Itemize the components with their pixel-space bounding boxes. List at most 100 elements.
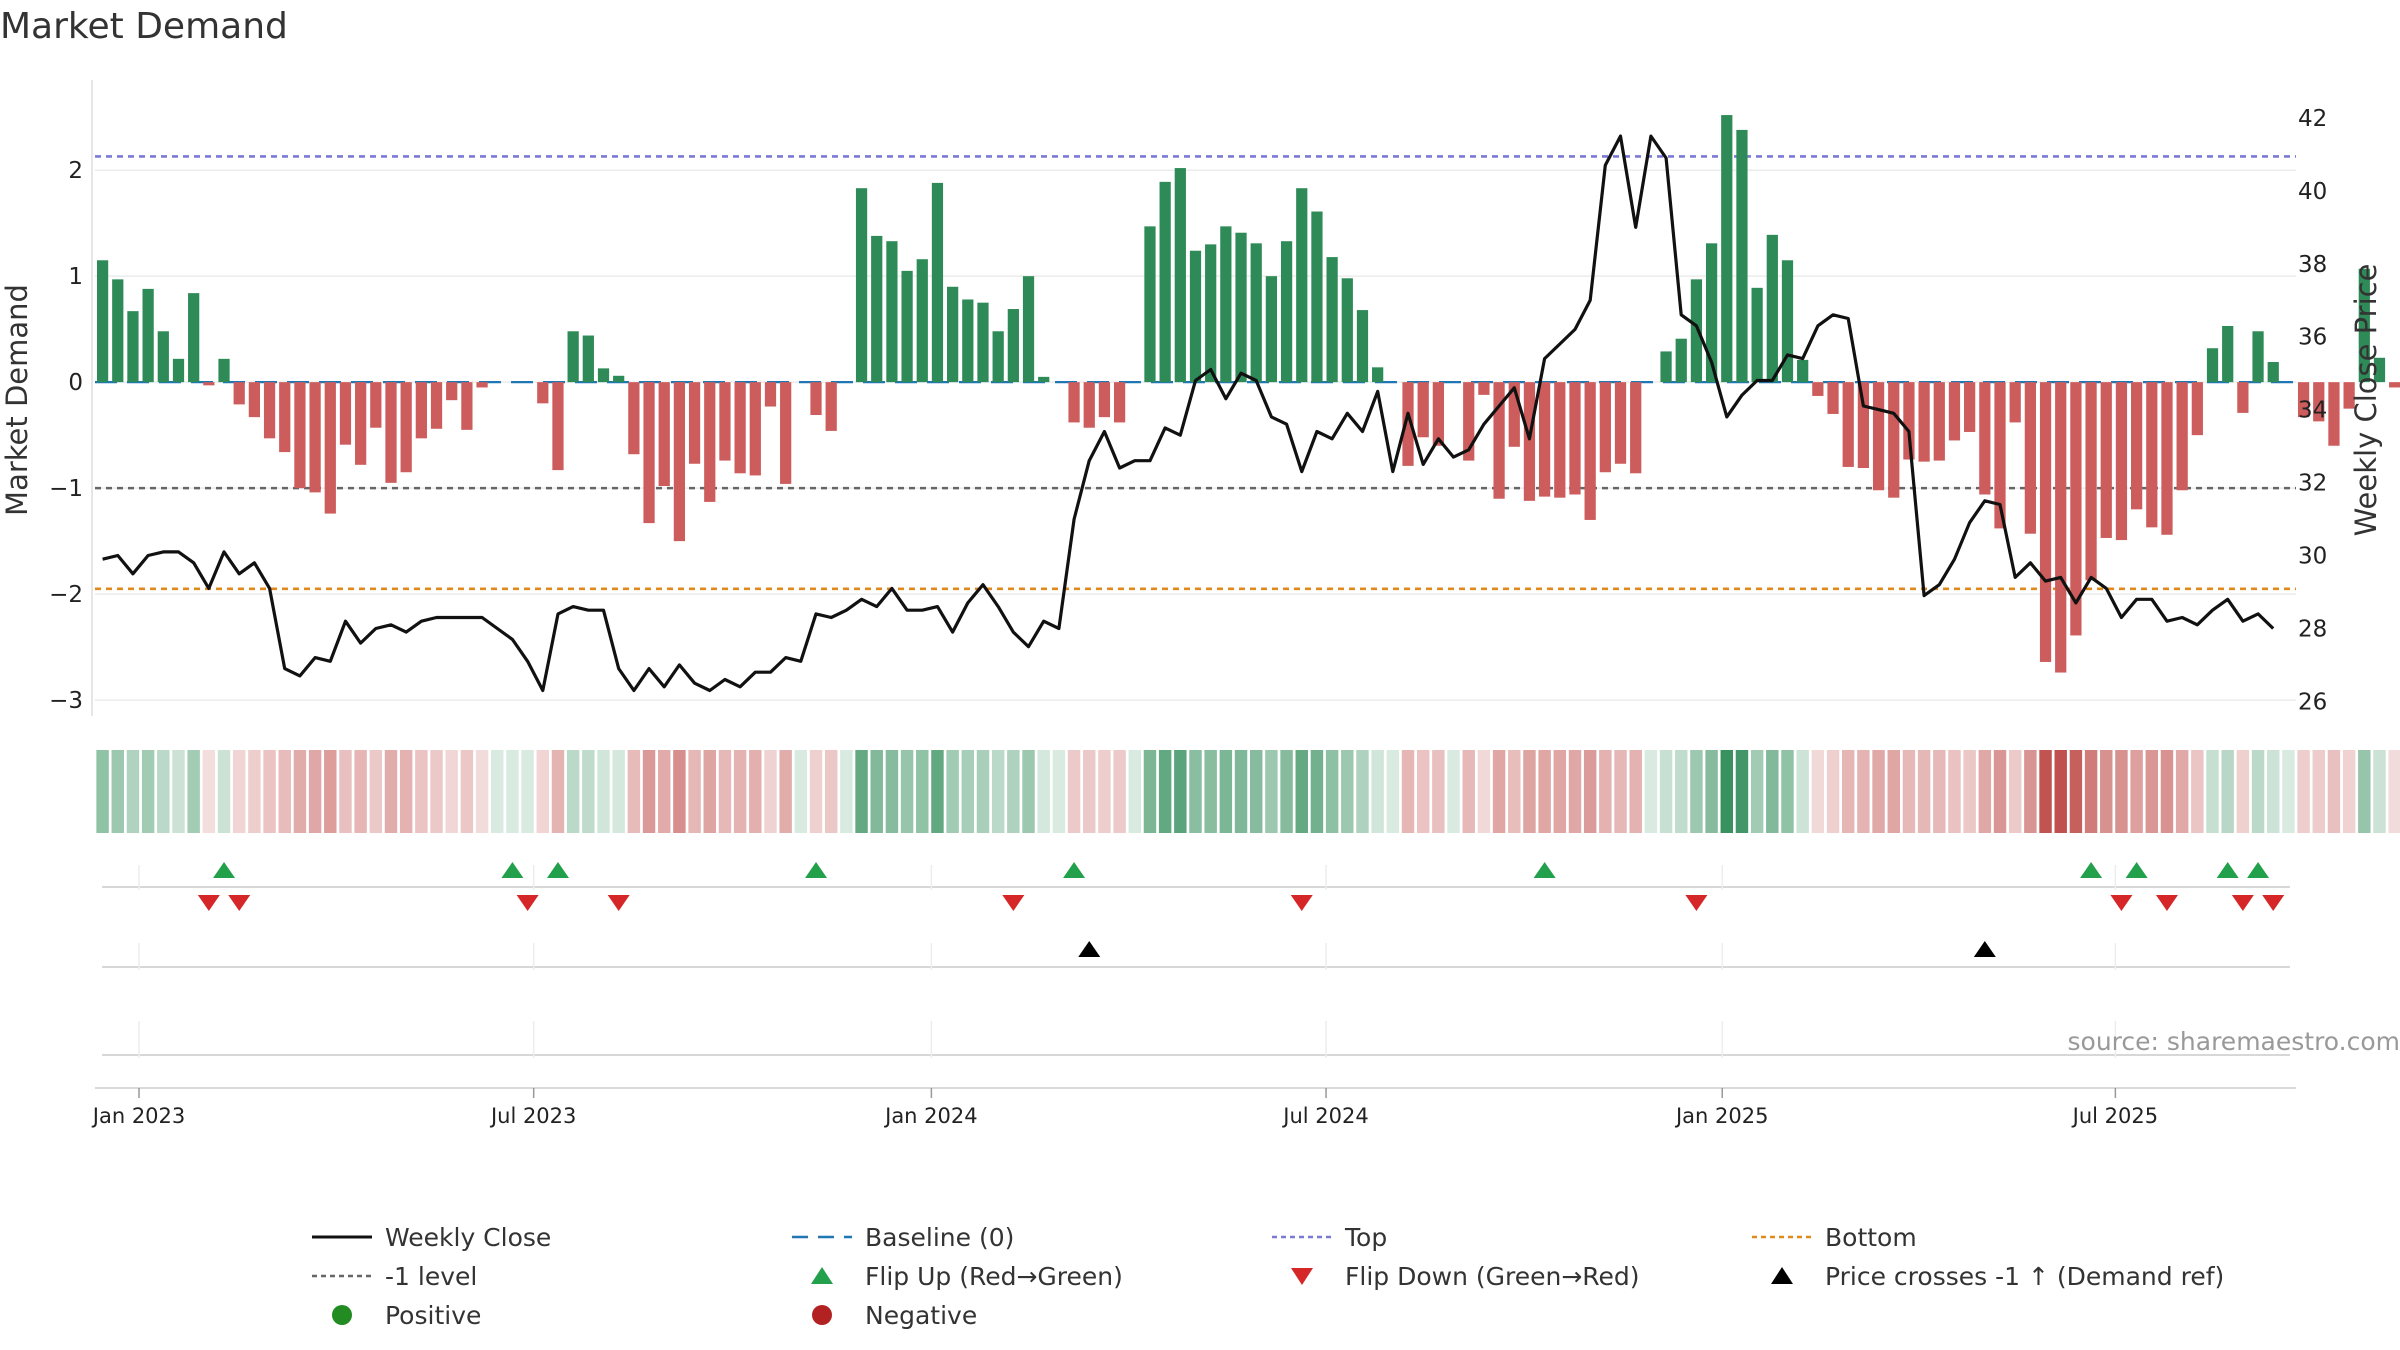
heatstrip-cell [232, 750, 246, 833]
demand-bar-negative [1872, 382, 1885, 491]
demand-bar-negative [461, 382, 473, 430]
flip-down-marker [2231, 895, 2254, 911]
weekly-close-series [102, 134, 2275, 693]
legend: Weekly Close Baseline (0) Top Bottom -1 leve… [312, 1223, 2224, 1330]
demand-bar-positive [1296, 188, 1308, 383]
heatstrip-cell [764, 750, 777, 833]
heatstrip-cell [824, 750, 838, 833]
demand-bar-positive [2252, 331, 2264, 383]
demand-bar-negative [2176, 382, 2188, 491]
demand-bar-negative [1584, 382, 1596, 520]
demand-bar-negative [1493, 382, 1505, 499]
price-cross-marker [1973, 941, 1996, 957]
heatstrip-cell [779, 750, 792, 833]
flip-down-marker [1685, 895, 1708, 911]
heatstrip-cell [2039, 750, 2052, 833]
heatstrip-cell [1128, 750, 1142, 833]
y-tick-label: 0 [68, 370, 83, 396]
demand-bar-positive [947, 286, 959, 383]
heatstrip-cell [961, 750, 975, 833]
heatstrip-cell [2297, 750, 2310, 833]
demand-bar-negative [1979, 382, 1991, 495]
x-tick-label: Jul 2024 [1281, 1104, 1368, 1128]
heatstrip-cell [430, 750, 443, 833]
demand-bar-positive [855, 188, 868, 383]
heatstrip-cell [217, 750, 231, 833]
y-tick-label: −1 [49, 476, 83, 502]
price-cross-marker [1078, 941, 1101, 957]
legend-swatch [812, 1305, 832, 1325]
heatstrip-cell [506, 750, 519, 833]
demand-bar-positive [1326, 257, 1338, 383]
y2-tick-label: 36 [2298, 325, 2327, 351]
demand-bar-positive [1038, 376, 1050, 383]
demand-bar-negative [2131, 382, 2143, 510]
demand-bar-negative [1948, 382, 1961, 441]
flip-up-marker [501, 862, 524, 878]
demand-bar-negative [1508, 382, 1520, 447]
demand-bar-negative [1903, 382, 1915, 460]
heatstrip-cell [460, 750, 474, 833]
heatstrip-cell [399, 750, 413, 833]
heatstrip-cell [263, 750, 276, 833]
flip-up-marker [2216, 862, 2239, 878]
heatstrip-cell [1508, 750, 1521, 833]
demand-bar-positive [597, 368, 610, 383]
heatstrip-cell [2388, 750, 2400, 833]
heatstrip-cell [1644, 750, 1658, 833]
demand-bar-negative [476, 382, 488, 388]
demand-bar-positive [1007, 309, 1019, 383]
heatstrip-cell [1492, 750, 1506, 833]
flip-down-marker [2262, 895, 2285, 911]
demand-bar-positive [582, 335, 594, 383]
heatstrip-cell [976, 750, 990, 833]
demand-bar-positive [157, 331, 169, 383]
heatstrip-cell [1568, 750, 1582, 833]
demand-bar-positive [1675, 338, 1687, 383]
demand-bar-positive [886, 241, 898, 383]
x-tick-label: Jan 2023 [91, 1104, 186, 1128]
demand-bar-negative [1630, 382, 1642, 474]
heatstrip-cell [900, 750, 914, 833]
heatstrip-cell [551, 750, 565, 833]
demand-bar-negative [1812, 382, 1824, 396]
heatstrip-cell [1766, 750, 1779, 833]
heatstrip-cell [172, 750, 185, 833]
heatstrip-cell [202, 750, 216, 833]
heatstrip-cell [1583, 750, 1597, 833]
flip-down-marker [1002, 895, 1025, 911]
demand-bar-positive [172, 358, 185, 383]
x-tick-label: Jan 2025 [1674, 1104, 1769, 1128]
demand-bar-positive [1265, 276, 1278, 383]
legend-label: Flip Up (Red→Green) [865, 1262, 1123, 1291]
heatstrip-cell [1083, 750, 1096, 833]
flip-up-marker [1533, 862, 1556, 878]
heatstrip-cell [157, 750, 170, 833]
legend-label: Weekly Close [385, 1223, 551, 1252]
heatstrip-cell [1705, 750, 1718, 833]
source-credit: source: sharemaestro.com [2068, 1027, 2400, 1056]
demand-bar-positive [218, 358, 230, 383]
heatstrip-cell [1917, 750, 1931, 833]
demand-bar-negative [1523, 382, 1536, 501]
y-tick-label: −2 [49, 582, 83, 608]
demand-bar-negative [2146, 382, 2158, 528]
flip-down-marker [516, 895, 539, 911]
heatstrip-cell [2175, 750, 2189, 833]
demand-bar-negative [1933, 382, 1945, 461]
demand-bar-positive [1781, 260, 1794, 383]
heatstrip-cell [1295, 750, 1308, 833]
demand-bar-positive [188, 293, 200, 383]
demand-bar-positive [1174, 168, 1186, 383]
heatstrip-cell [627, 750, 641, 833]
heatstrip-cell [1325, 750, 1339, 833]
heatstrip-cell [2267, 750, 2280, 833]
heatstrip-cell [1204, 750, 1217, 833]
x-tick-label: Jan 2024 [883, 1104, 978, 1128]
demand-bar-negative [2039, 382, 2052, 662]
demand-bar-negative [279, 382, 291, 453]
heatstrip-cell [2024, 750, 2037, 833]
y2-tick-label: 28 [2298, 616, 2327, 642]
heatstrip-cell [187, 750, 200, 833]
heatstrip-cell [2251, 750, 2265, 833]
